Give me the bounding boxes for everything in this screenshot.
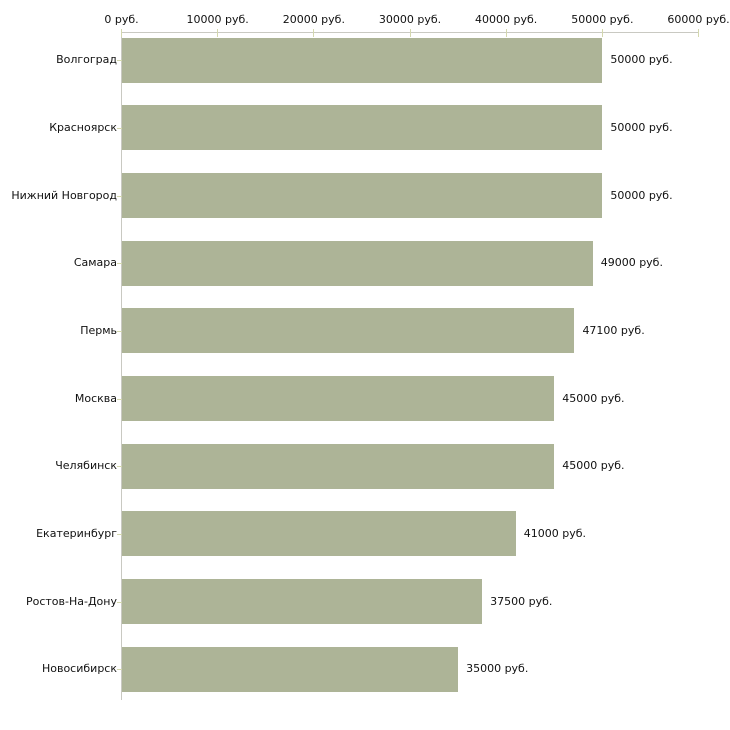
x-axis-tick-label: 20000 руб.: [282, 13, 345, 26]
y-axis-tick-mark: [116, 601, 122, 603]
value-label: 50000 руб.: [610, 188, 673, 202]
value-label: 35000 руб.: [466, 662, 529, 676]
y-axis-tick-mark: [116, 669, 122, 671]
y-axis-tick-mark: [116, 60, 122, 62]
x-axis-tick-label: 50000 руб.: [571, 13, 634, 26]
x-axis-tick-mark: [601, 28, 603, 37]
x-axis-tick-label: 30000 руб.: [378, 13, 442, 26]
y-axis-tick-mark: [116, 127, 122, 129]
bar: [121, 511, 516, 557]
category-label: Волгоград: [56, 53, 117, 67]
bar: [121, 37, 603, 83]
category-label: Самара: [73, 256, 117, 270]
bar: [121, 240, 593, 286]
category-label: Москва: [74, 391, 117, 405]
y-axis-tick-mark: [116, 466, 122, 468]
value-label: 45000 руб.: [562, 459, 625, 473]
bar: [121, 443, 555, 489]
category-label: Екатеринбург: [36, 526, 117, 540]
x-axis-tick-mark: [698, 28, 699, 37]
category-label: Красноярск: [49, 120, 117, 134]
x-axis-tick-mark: [505, 28, 507, 37]
x-axis-tick-label: 10000 руб.: [186, 13, 249, 26]
value-label: 45000 руб.: [562, 391, 625, 405]
x-axis-tick-mark: [313, 28, 315, 37]
value-label: 47100 руб.: [582, 323, 645, 337]
category-label: Пермь: [80, 323, 117, 337]
y-axis-tick-mark: [116, 330, 122, 332]
x-axis-tick-mark: [217, 28, 219, 37]
x-axis-tick-label: 40000 руб.: [475, 13, 538, 26]
y-axis-tick-mark: [116, 533, 122, 535]
bar: [121, 579, 483, 625]
bar: [121, 173, 603, 219]
x-axis-tick-label: 60000 руб.: [667, 13, 730, 26]
bar: [121, 376, 555, 422]
category-label: Ростов-На-Дону: [25, 594, 117, 608]
y-axis-tick-mark: [116, 398, 122, 400]
x-axis-tick-mark: [409, 28, 411, 37]
y-axis-line: [121, 32, 122, 700]
value-label: 50000 руб.: [610, 120, 673, 134]
y-axis-tick-mark: [116, 263, 122, 265]
x-axis-tick-label: 0 руб.: [104, 13, 139, 26]
value-label: 49000 руб.: [600, 256, 663, 270]
bar: [121, 308, 575, 354]
y-axis-tick-mark: [116, 195, 122, 197]
value-label: 50000 руб.: [610, 53, 673, 67]
value-label: 41000 руб.: [523, 526, 587, 540]
category-label: Нижний Новгород: [11, 188, 117, 202]
bar: [121, 105, 603, 151]
bar: [121, 646, 459, 692]
value-label: 37500 руб.: [490, 594, 553, 608]
x-axis-tick-mark: [121, 28, 122, 37]
category-label: Новосибирск: [41, 662, 117, 676]
category-label: Челябинск: [55, 459, 117, 473]
